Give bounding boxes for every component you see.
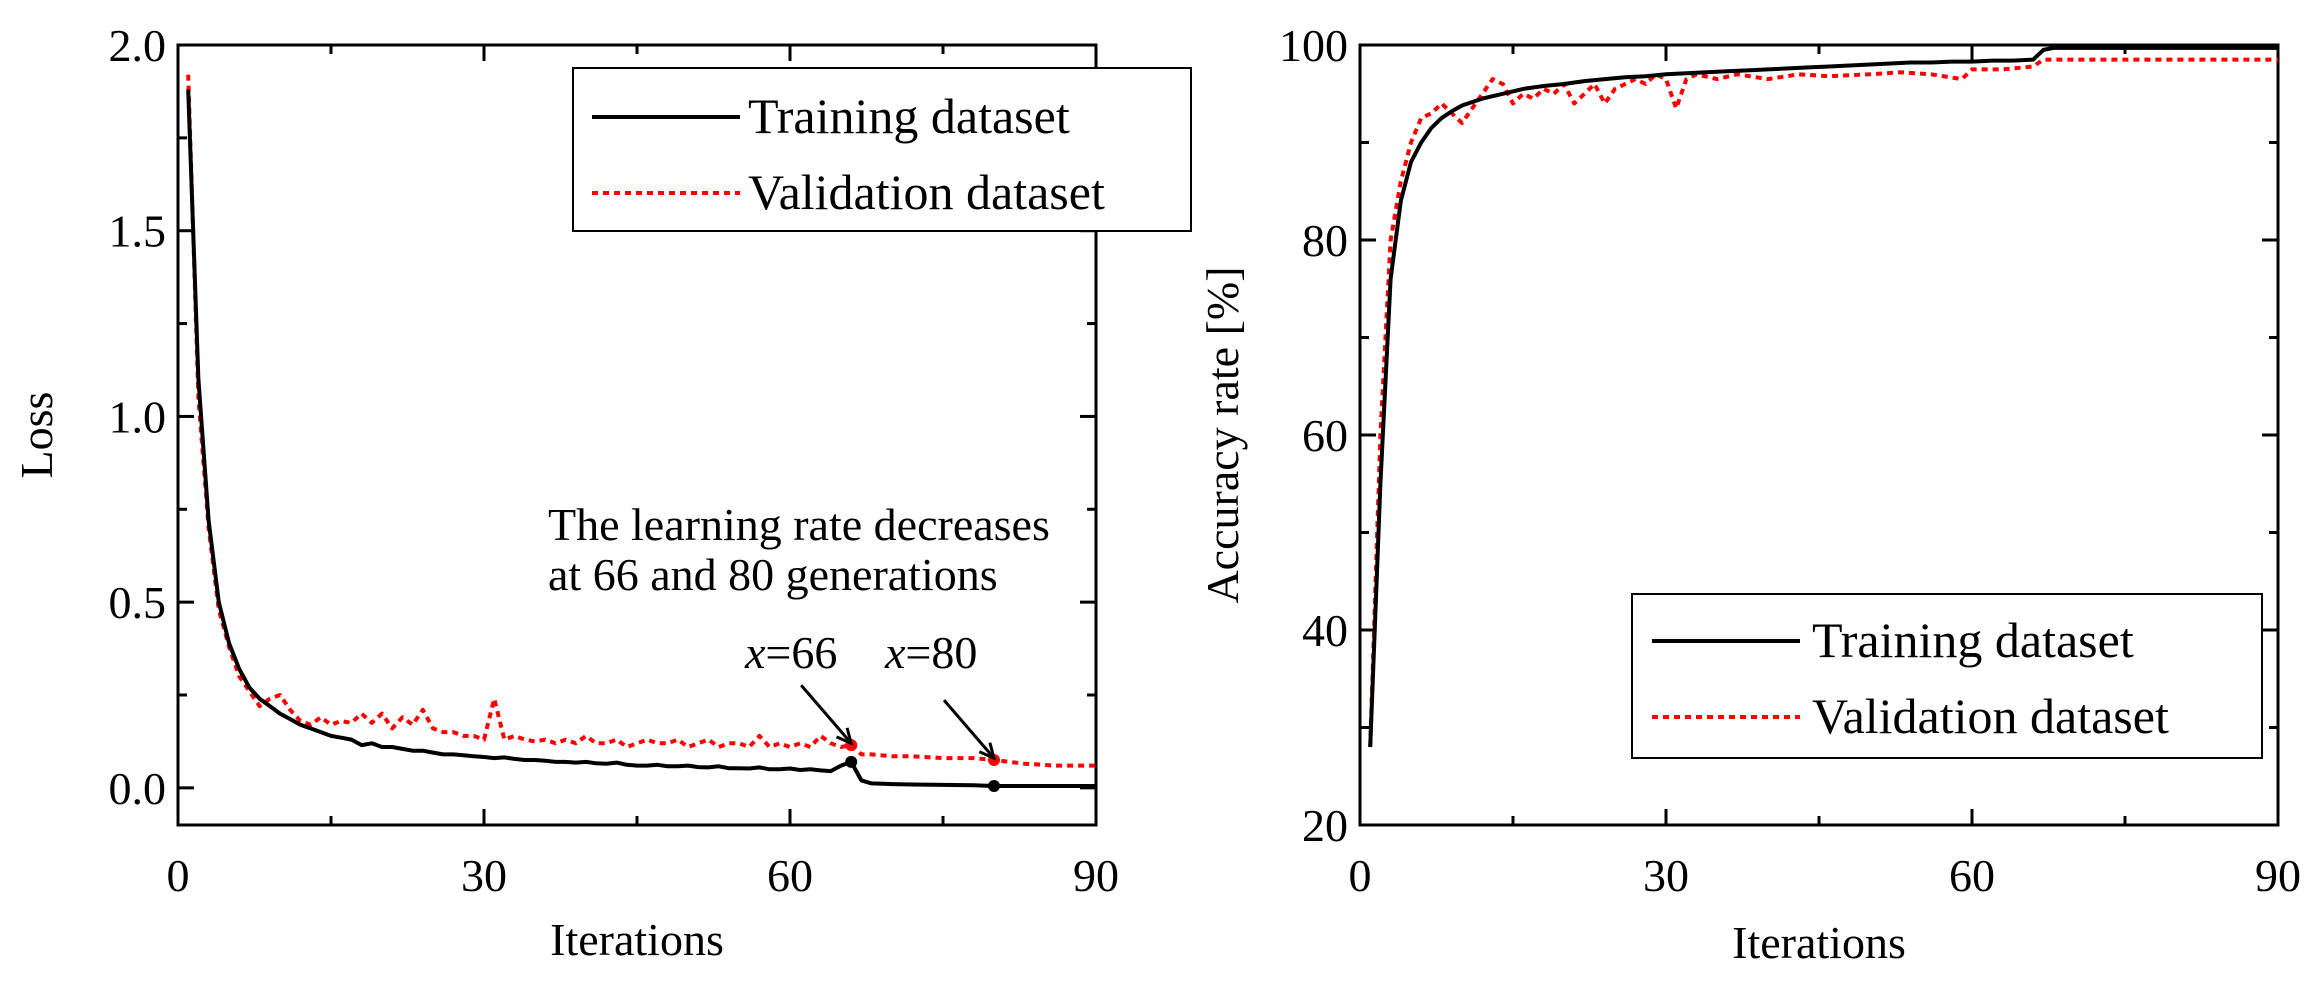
legend-box bbox=[1631, 593, 2263, 759]
y-tick-label: 2.0 bbox=[109, 20, 167, 71]
y-tick-label: 20 bbox=[1302, 800, 1348, 851]
series-layer bbox=[186, 74, 1096, 788]
x-axis-title: Iterations bbox=[1732, 917, 1906, 968]
legend-box bbox=[572, 67, 1192, 232]
axis-ticks: 0 30 60 90 20 40 60 80 100 bbox=[1279, 20, 2301, 901]
legend-label-validation: Validation dataset bbox=[1812, 688, 2169, 744]
annotation-x66: x=66 bbox=[744, 627, 837, 678]
annotation-x80-value: =80 bbox=[905, 627, 977, 678]
annotation-arrow bbox=[800, 684, 853, 745]
x-tick-label: 30 bbox=[461, 850, 507, 901]
y-tick-label: 0.5 bbox=[109, 577, 167, 628]
y-tick-label: 80 bbox=[1302, 215, 1348, 266]
annotation-arrows bbox=[800, 684, 997, 761]
loss-chart: 0 30 60 90 0.0 0.5 1.0 1.5 2.0 Iterations Loss T… bbox=[11, 20, 1192, 965]
y-tick-label: 60 bbox=[1302, 410, 1348, 461]
series-line-validation-dataset bbox=[186, 74, 1096, 768]
accuracy-chart: 0 30 60 90 20 40 60 80 100 Iterations Accuracy r… bbox=[1197, 20, 2301, 968]
y-axis-title: Accuracy rate [%] bbox=[1197, 266, 1248, 603]
legend: Training dataset Validation dataset bbox=[1631, 593, 2263, 759]
legend-label-validation: Validation dataset bbox=[748, 164, 1105, 220]
y-tick-label: 40 bbox=[1302, 605, 1348, 656]
y-tick-label: 100 bbox=[1279, 20, 1348, 71]
y-axis-title: Loss bbox=[11, 392, 62, 479]
data-marker bbox=[845, 755, 858, 768]
annotation-arrowhead bbox=[835, 727, 854, 746]
y-tick-label: 1.5 bbox=[109, 206, 167, 257]
annotation-x80-var: x bbox=[884, 627, 906, 678]
series-line-training-dataset bbox=[1368, 45, 2278, 748]
annotation-x80: x=80 bbox=[884, 627, 977, 678]
annotation-x66-var: x bbox=[744, 627, 766, 678]
x-tick-label: 90 bbox=[2255, 850, 2301, 901]
y-tick-label: 0.0 bbox=[109, 763, 167, 814]
annotation-x66-value: =66 bbox=[765, 627, 837, 678]
data-marker bbox=[988, 780, 1000, 792]
annotation-arrow bbox=[942, 699, 996, 760]
axis-ticks: 0 30 60 90 0.0 0.5 1.0 1.5 2.0 bbox=[109, 20, 1120, 901]
x-axis-title: Iterations bbox=[550, 914, 724, 965]
x-tick-label: 0 bbox=[1349, 850, 1372, 901]
annotation-line-1: The learning rate decreases bbox=[548, 499, 1050, 550]
y-tick-label: 1.0 bbox=[109, 391, 167, 442]
legend-label-training: Training dataset bbox=[748, 88, 1070, 144]
series-line-training-dataset bbox=[186, 89, 1096, 788]
x-tick-label: 0 bbox=[167, 850, 190, 901]
x-tick-label: 60 bbox=[1949, 850, 1995, 901]
legend-label-training: Training dataset bbox=[1812, 612, 2134, 668]
series-layer bbox=[1368, 45, 2278, 748]
annotation-arrowhead bbox=[978, 742, 997, 761]
annotation-line-2: at 66 and 80 generations bbox=[548, 549, 998, 600]
series-line-validation-dataset bbox=[1368, 57, 2278, 748]
x-tick-label: 60 bbox=[767, 850, 813, 901]
x-tick-label: 90 bbox=[1073, 850, 1119, 901]
legend: Training dataset Validation dataset bbox=[572, 67, 1192, 232]
x-tick-label: 30 bbox=[1643, 850, 1689, 901]
